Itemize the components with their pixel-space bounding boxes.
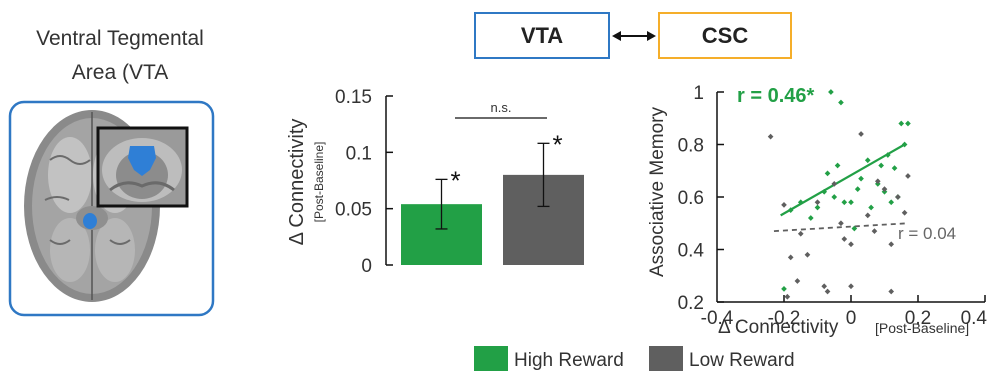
scatter-y-tick-label: 1 [693,83,704,104]
scatter-y-tick-label: 0.8 [678,136,704,157]
scatter-point-low [767,133,774,140]
r-label-high: r = 0.46* [737,85,815,107]
scatter-point-low [858,131,864,137]
comparison-label: n.s. [491,100,512,115]
scatter-x-tick-label: 0 [846,308,857,329]
scatter-point-high [878,162,884,169]
scatter-point-low [888,288,895,295]
scatter-point-low [814,199,821,206]
significance-star: * [553,129,563,159]
scatter-x-axis-sublabel: [Post-Baseline] [875,320,969,336]
scatter-y-axis-label: Associative Memory [647,107,668,277]
scatter-point-low [848,241,854,248]
scatter-point-low [848,283,854,290]
scatter-point-high [807,215,814,221]
scatter-point-high [831,194,838,200]
scatter-point-low [784,293,791,300]
brain-image-panel [8,100,215,317]
scatter-point-low [787,254,794,261]
scatter-point-low [831,181,838,187]
scatter-point-low [824,288,831,295]
scatter-point-high [781,286,787,292]
scatter-point-high [891,165,898,171]
vta-box: VTA [474,12,610,59]
scatter-point-high [834,162,841,169]
bar-y-axis-sublabel: [Post-Baseline] [312,142,326,223]
scatter-chart: 0.2 0.4 0.6 0.8 1 -0.4 -0.2 0 0.2 0.4 Associative … [647,83,987,338]
bar-y-tick-label: 0.15 [335,87,372,108]
scatter-y-tick-label: 0.4 [678,241,705,262]
scatter-point-low [781,202,787,208]
region-title: Ventral Tegmental Area (VTA [0,22,240,90]
scatter-point-low [864,212,871,219]
bar-y-tick-label: 0.05 [335,200,372,221]
scatter-point-high [854,186,861,192]
scatter-point-high [905,120,911,127]
scatter-point-high [898,120,905,127]
scatter-point-low [804,251,811,258]
fit-line-high [780,143,906,217]
csc-box: CSC [658,12,792,59]
scatter-point-high [824,170,831,177]
scatter-point-high [888,199,895,206]
scatter-point-low [797,230,804,237]
scatter-point-low [895,194,901,200]
scatter-point-high [814,204,821,211]
scatter-point-high [868,204,874,211]
r-label-low: r = 0.04 [898,224,956,243]
significance-star: * [451,165,461,195]
scatter-x-tick-label: -0.4 [701,308,734,329]
scatter-point-high [858,175,864,182]
brain-zoom-inset [96,126,189,208]
scatter-point-low [871,228,878,234]
scatter-y-tick-label: 0.6 [678,188,704,209]
scatter-point-high [838,99,844,106]
scatter-x-axis-label: Δ Connectivity [718,317,839,338]
scatter-point-low [881,186,888,192]
legend-label-low: Low Reward [689,350,795,371]
scatter-point-low [888,241,895,248]
fit-line-low [773,222,909,233]
scatter-point-high [841,199,848,206]
scatter-point-low [905,173,911,179]
scatter-x-tick-label: -0.2 [768,308,801,329]
scatter-point-low [794,278,801,284]
bar-y-tick-label: 0.1 [346,143,372,164]
scatter-x-tick-label: 0.2 [905,308,931,329]
legend-label-high: High Reward [514,350,624,371]
scatter-x-tick-label: 0.4 [961,308,988,329]
scatter-point-low [841,236,848,242]
scatter-point-low [874,178,881,185]
region-title-line2: Area (VTA [71,61,169,84]
legend-swatch-low [649,346,683,371]
region-title-line1: Ventral Tegmental [36,27,204,50]
scatter-point-low [821,283,828,290]
bar-y-axis-label: Δ Connectivity [286,119,308,246]
legend-swatch-high [474,346,508,371]
scatter-point-high [848,199,854,206]
bar-y-tick-label: 0 [361,256,372,277]
scatter-point-high [828,89,834,95]
connection-arrow [612,31,656,41]
legend: High Reward Low Reward [474,346,795,371]
bar-chart: 0 0.05 0.1 0.15 * * n.s. Δ Connectivity [Post-Ba… [286,87,584,277]
scatter-point-low [901,209,908,216]
scatter-point-low [838,220,844,227]
scatter-y-tick-label: 0.2 [678,293,704,314]
scatter-point-high [864,157,871,164]
